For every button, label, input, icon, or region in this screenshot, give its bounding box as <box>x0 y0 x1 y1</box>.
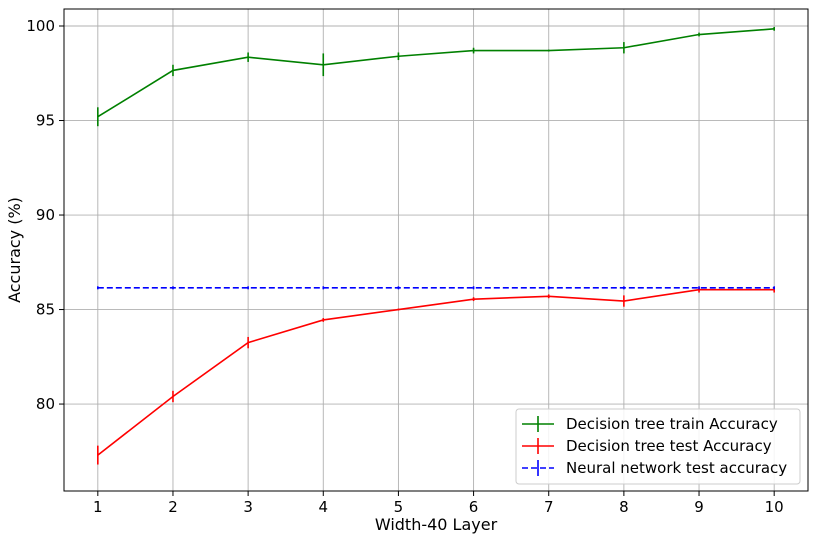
legend-entry: Decision tree train Accuracy <box>522 415 778 433</box>
legend-frame <box>515 408 801 485</box>
y-tick-label: 80 <box>36 395 55 413</box>
plot-area-frame <box>63 8 809 492</box>
x-axis-ticks: 1 2 3 4 5 6 7 8 9 10 <box>93 491 784 516</box>
series-2 <box>97 286 775 465</box>
legend-label: Decision tree test Accuracy <box>566 437 772 455</box>
x-tick-label: 3 <box>243 498 253 516</box>
y-axis-label: Accuracy (%) <box>5 197 24 303</box>
series-line <box>97 28 775 118</box>
x-tick-label: 7 <box>544 498 554 516</box>
series-3 <box>97 286 775 290</box>
x-axis-label: Width-40 Layer <box>375 515 498 534</box>
x-tick-label: 8 <box>619 498 629 516</box>
y-axis-ticks: 80 85 90 95 100 <box>26 17 64 413</box>
x-tick-label: 6 <box>469 498 479 516</box>
legend-label: Decision tree train Accuracy <box>566 415 778 433</box>
series-lines <box>97 26 775 465</box>
x-tick-label: 9 <box>694 498 704 516</box>
legend-label: Neural network test accuracy <box>566 459 787 477</box>
legend-entry: Decision tree test Accuracy <box>522 437 772 455</box>
x-tick-label: 2 <box>168 498 178 516</box>
y-tick-label: 95 <box>36 112 55 130</box>
legend: Decision tree train Accuracy Decision tre… <box>515 408 801 485</box>
x-tick-label: 5 <box>394 498 404 516</box>
y-tick-label: 85 <box>36 301 55 319</box>
grid-lines <box>64 9 808 491</box>
legend-entry: Neural network test accuracy <box>522 459 787 477</box>
y-tick-label: 100 <box>26 17 55 35</box>
x-tick-label: 10 <box>765 498 784 516</box>
series-line <box>97 288 775 456</box>
x-tick-label: 1 <box>93 498 103 516</box>
x-tick-label: 4 <box>318 498 328 516</box>
series-1 <box>97 26 775 127</box>
y-tick-label: 90 <box>36 206 55 224</box>
